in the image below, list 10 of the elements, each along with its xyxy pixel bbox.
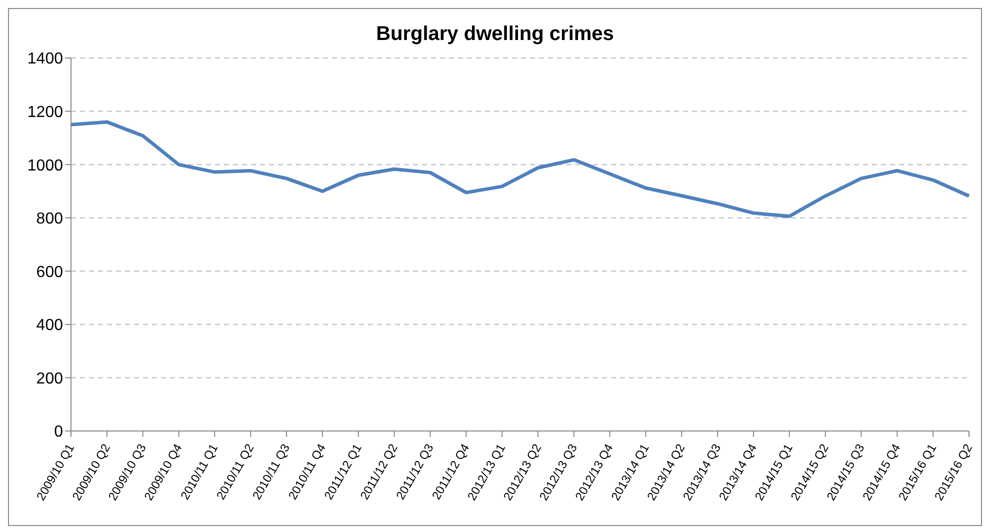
chart-title: Burglary dwelling crimes [375, 23, 615, 46]
line-series [69, 120, 971, 218]
y-tick-label: 0 [54, 424, 64, 441]
y-tick-label: 800 [36, 210, 64, 228]
y-tick-label: 400 [36, 317, 64, 334]
y-tick-label: 600 [36, 264, 64, 281]
y-tick-label: 200 [36, 370, 64, 388]
y-tick-label: 1000 [27, 157, 64, 174]
y-tick-label: 1400 [27, 50, 64, 68]
y-tick-label: 1200 [27, 104, 64, 121]
